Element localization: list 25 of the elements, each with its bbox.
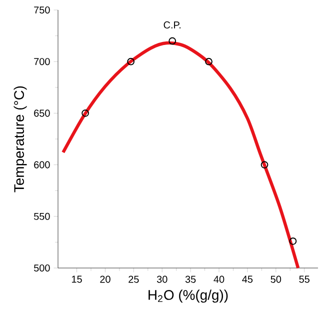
annotation: C.P. xyxy=(164,21,180,28)
y-tick-label: 750 xyxy=(34,6,50,14)
y-tick-label: 550 xyxy=(34,212,50,220)
x-axis-title: H$_{2}$O (%(g/g)) xyxy=(148,290,228,303)
x-tick-label: 25 xyxy=(128,276,139,283)
point xyxy=(82,110,89,117)
x-tick-label: 45 xyxy=(242,276,253,283)
y-tick-label: 500 xyxy=(34,264,50,272)
line-series xyxy=(62,41,300,270)
y-axis-title: Temperature (°C) xyxy=(14,86,27,192)
x-tick-label: 15 xyxy=(72,276,82,283)
point xyxy=(205,58,212,66)
x-tick-label: 40 xyxy=(214,276,224,283)
point xyxy=(260,161,268,168)
y-tick-label: 600 xyxy=(34,161,50,168)
x-tick-label: 50 xyxy=(270,276,282,283)
x-tick-label: 20 xyxy=(100,276,110,283)
y-tick-label: 650 xyxy=(34,110,50,117)
point xyxy=(289,237,297,245)
x-tick-label: 35 xyxy=(185,276,196,283)
point xyxy=(168,37,176,45)
point xyxy=(127,58,135,66)
x-tick-label: 55 xyxy=(299,276,310,283)
y-tick-label: 700 xyxy=(34,58,50,66)
x-tick-label: 30 xyxy=(156,276,168,283)
